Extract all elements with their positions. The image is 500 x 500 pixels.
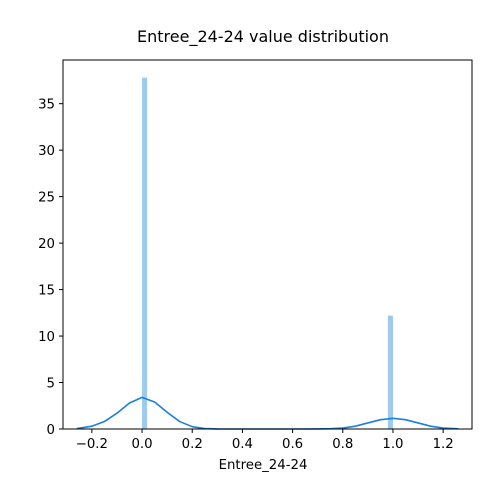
x-tick-label: 0.6	[282, 437, 303, 452]
y-tick-label: 35	[38, 98, 55, 113]
histogram-bar-0	[142, 77, 148, 430]
x-tick-label: 0.4	[232, 437, 253, 452]
x-tick-label: −0.2	[76, 437, 108, 452]
y-tick-label: 0	[47, 423, 55, 438]
y-tick-label: 20	[38, 237, 55, 252]
y-tick-label: 25	[38, 191, 55, 206]
y-tick-label: 15	[38, 284, 55, 299]
x-tick-label: 1.2	[433, 437, 454, 452]
x-axis-label: Entree_24-24	[219, 458, 308, 473]
plot-frame	[62, 59, 473, 430]
axes: −0.2 0.0 0.2 0.4 0.6 0.8 1.0 1.2 0 5 10 15 20 25 30 35	[38, 59, 473, 452]
plot-marks	[76, 77, 459, 430]
chart-title: Entree_24-24 value distribution	[137, 27, 389, 47]
x-tick-label: 0.8	[332, 437, 353, 452]
x-tick-label: 0.2	[182, 437, 203, 452]
y-tick-label: 30	[38, 144, 55, 159]
y-tick-label: 5	[47, 377, 55, 392]
x-tick-label: 1.0	[382, 437, 403, 452]
histogram-bar-1	[387, 315, 393, 429]
x-tick-label: 0.0	[131, 437, 152, 452]
kde-curve	[76, 396, 459, 430]
y-tick-label: 10	[38, 330, 55, 345]
